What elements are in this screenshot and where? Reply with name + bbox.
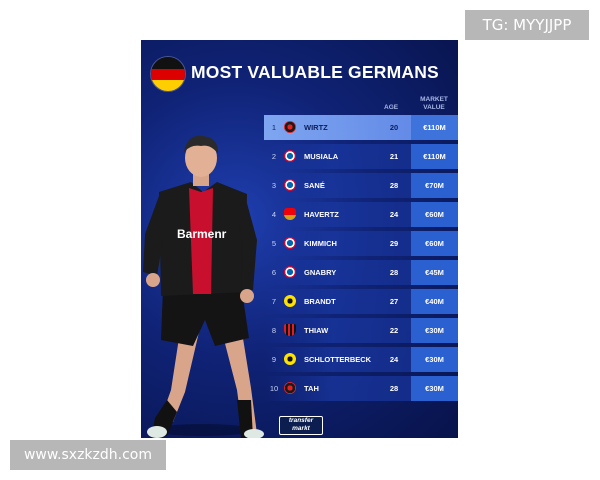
player-age: 24 xyxy=(389,355,399,364)
market-value: €45M xyxy=(411,260,458,285)
bayern-crest-icon xyxy=(284,150,296,162)
market-value: €60M xyxy=(411,202,458,227)
logo-line-1: transfer xyxy=(288,417,314,424)
player-name: SCHLOTTERBECK xyxy=(304,355,372,364)
watermark-top: TG: MYYJJPP xyxy=(465,10,589,40)
rank-number: 3 xyxy=(271,181,277,190)
table-row: 1 WIRTZ 20 €110M xyxy=(264,115,458,140)
rank-number: 5 xyxy=(271,239,277,248)
rank-number: 8 xyxy=(271,326,277,335)
player-name: WIRTZ xyxy=(304,123,328,132)
rank-number: 2 xyxy=(271,152,277,161)
bayern-crest-icon xyxy=(284,266,296,278)
player-age: 28 xyxy=(389,384,399,393)
rank-number: 7 xyxy=(271,297,277,306)
player-name: THIAW xyxy=(304,326,329,335)
ranking-table: 1 WIRTZ 20 €110M 2 MUSIALA 21 €110M 3 SA… xyxy=(264,115,458,405)
market-value-column-header: MARKET VALUE xyxy=(420,96,448,111)
market-value: €110M xyxy=(411,144,458,169)
table-row: 3 SANÉ 28 €70M xyxy=(264,173,458,198)
market-value: €110M xyxy=(411,115,458,140)
leverkusen-crest-icon xyxy=(284,121,296,133)
market-value: €30M xyxy=(411,376,458,401)
rank-number: 1 xyxy=(271,123,277,132)
player-name: MUSIALA xyxy=(304,152,339,161)
transfermarkt-logo: transfer markt xyxy=(279,416,323,435)
leverkusen-crest-icon xyxy=(284,382,296,394)
market-value: €30M xyxy=(411,318,458,343)
player-name: KIMMICH xyxy=(304,239,337,248)
rank-number: 6 xyxy=(271,268,277,277)
germany-flag-icon xyxy=(150,56,186,92)
table-row: 5 KIMMICH 29 €60M xyxy=(264,231,458,256)
card-title: MOST VALUABLE GERMANS xyxy=(191,62,439,82)
table-row: 7 BRANDT 27 €40M xyxy=(264,289,458,314)
market-value: €60M xyxy=(411,231,458,256)
table-row: 2 MUSIALA 21 €110M xyxy=(264,144,458,169)
age-column-header: AGE xyxy=(384,104,399,111)
player-age: 28 xyxy=(389,268,399,277)
player-age: 29 xyxy=(389,239,399,248)
table-row: 6 GNABRY 28 €45M xyxy=(264,260,458,285)
dortmund-crest-icon xyxy=(284,353,296,365)
player-age: 21 xyxy=(389,152,399,161)
player-age: 28 xyxy=(389,181,399,190)
player-age: 24 xyxy=(389,210,399,219)
player-photo: Barmenr xyxy=(143,135,264,438)
rank-number: 10 xyxy=(269,384,279,393)
player-name: BRANDT xyxy=(304,297,336,306)
shirt-sponsor-text: Barmenr xyxy=(177,227,227,241)
table-row: 4 HAVERTZ 24 €60M xyxy=(264,202,458,227)
player-name: HAVERTZ xyxy=(304,210,339,219)
table-row: 10 TAH 28 €30M xyxy=(264,376,458,401)
milan-crest-icon xyxy=(284,324,296,336)
market-value: €40M xyxy=(411,289,458,314)
player-age: 22 xyxy=(389,326,399,335)
watermark-bottom: www.sxzkzdh.com xyxy=(10,440,166,470)
bayern-crest-icon xyxy=(284,237,296,249)
player-age: 20 xyxy=(389,123,399,132)
logo-line-2: markt xyxy=(292,424,310,432)
player-age: 27 xyxy=(389,297,399,306)
arsenal-crest-icon xyxy=(284,208,296,220)
table-row: 8 THIAW 22 €30M xyxy=(264,318,458,343)
rank-number: 9 xyxy=(271,355,277,364)
player-name: SANÉ xyxy=(304,181,325,190)
player-name: GNABRY xyxy=(304,268,337,277)
table-row: 9 SCHLOTTERBECK 24 €30M xyxy=(264,347,458,372)
player-name: TAH xyxy=(304,384,319,393)
market-value: €70M xyxy=(411,173,458,198)
ranking-card: MOST VALUABLE GERMANS AGE MARKET VALUE B… xyxy=(141,40,458,438)
market-value: €30M xyxy=(411,347,458,372)
rank-number: 4 xyxy=(271,210,277,219)
bayern-crest-icon xyxy=(284,179,296,191)
dortmund-crest-icon xyxy=(284,295,296,307)
